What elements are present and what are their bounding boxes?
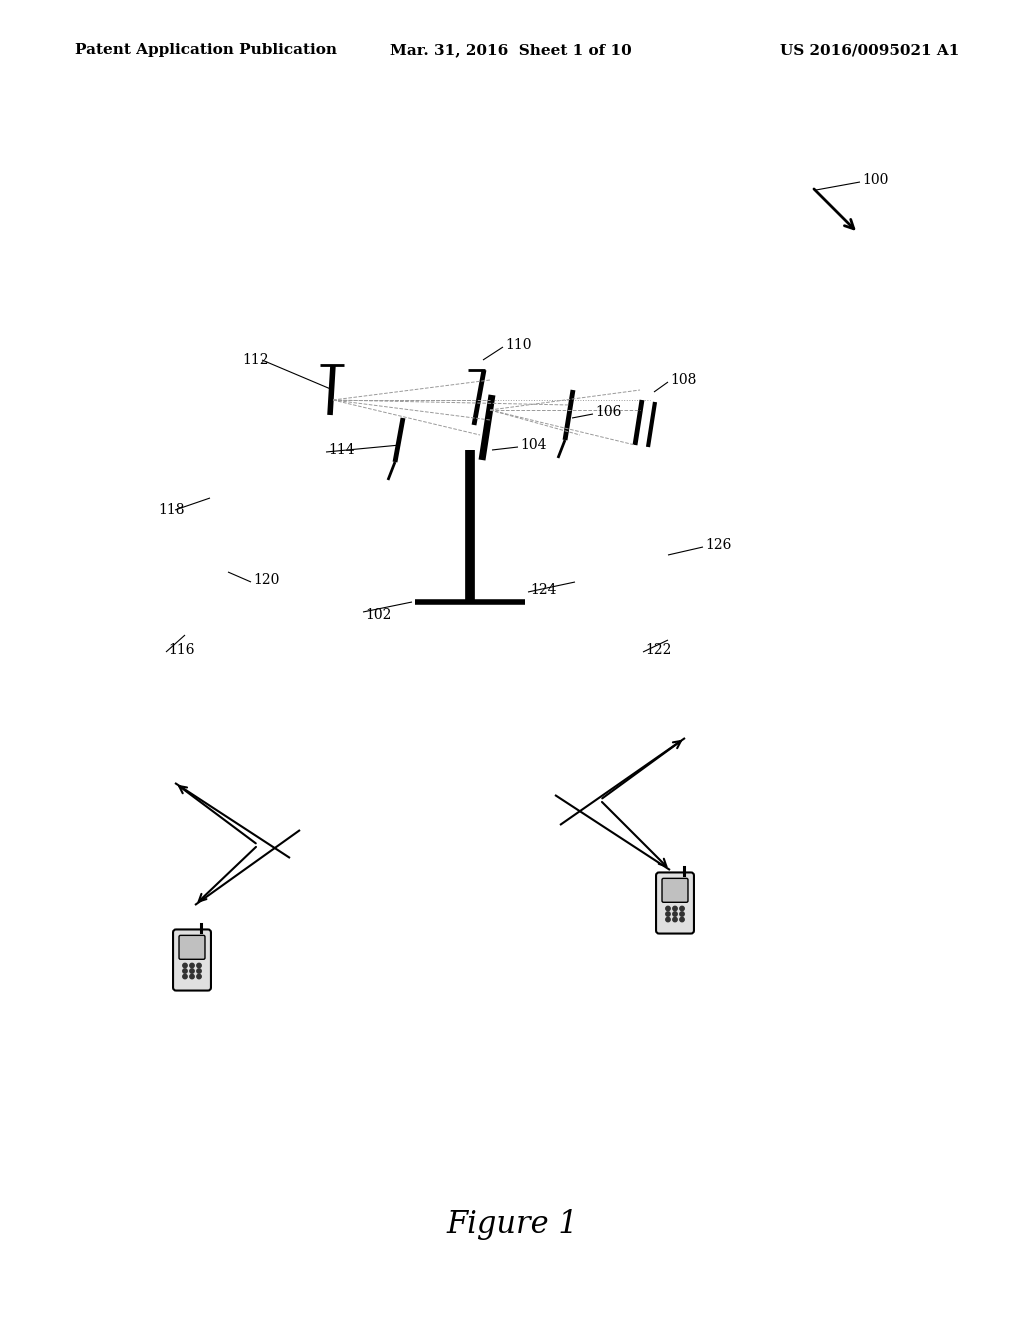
Text: 102: 102 [365, 609, 391, 622]
Text: 100: 100 [862, 173, 889, 187]
Circle shape [197, 969, 202, 973]
Text: Figure 1: Figure 1 [446, 1209, 578, 1241]
Text: 114: 114 [328, 444, 354, 457]
Circle shape [182, 964, 187, 968]
Circle shape [680, 907, 684, 911]
Circle shape [182, 974, 187, 978]
Circle shape [189, 969, 195, 973]
Text: 118: 118 [158, 503, 184, 517]
Text: 120: 120 [253, 573, 280, 587]
Text: 126: 126 [705, 539, 731, 552]
Text: 104: 104 [520, 438, 547, 451]
Circle shape [680, 912, 684, 916]
Circle shape [666, 917, 670, 921]
Circle shape [666, 907, 670, 911]
Circle shape [673, 912, 677, 916]
Circle shape [189, 964, 195, 968]
Circle shape [189, 974, 195, 978]
FancyBboxPatch shape [173, 929, 211, 990]
Circle shape [197, 974, 202, 978]
Circle shape [673, 917, 677, 921]
Text: 112: 112 [242, 352, 268, 367]
Text: 122: 122 [645, 643, 672, 657]
Text: 116: 116 [168, 643, 195, 657]
Text: 110: 110 [505, 338, 531, 352]
Text: Patent Application Publication: Patent Application Publication [75, 44, 337, 57]
Text: 106: 106 [595, 405, 622, 418]
FancyBboxPatch shape [656, 873, 694, 933]
Text: Mar. 31, 2016  Sheet 1 of 10: Mar. 31, 2016 Sheet 1 of 10 [390, 44, 632, 57]
Text: 124: 124 [530, 583, 556, 597]
Circle shape [666, 912, 670, 916]
Circle shape [182, 969, 187, 973]
Text: US 2016/0095021 A1: US 2016/0095021 A1 [780, 44, 959, 57]
Text: 108: 108 [670, 374, 696, 387]
Circle shape [197, 964, 202, 968]
FancyBboxPatch shape [179, 936, 205, 960]
FancyBboxPatch shape [662, 878, 688, 903]
Circle shape [680, 917, 684, 921]
Circle shape [673, 907, 677, 911]
